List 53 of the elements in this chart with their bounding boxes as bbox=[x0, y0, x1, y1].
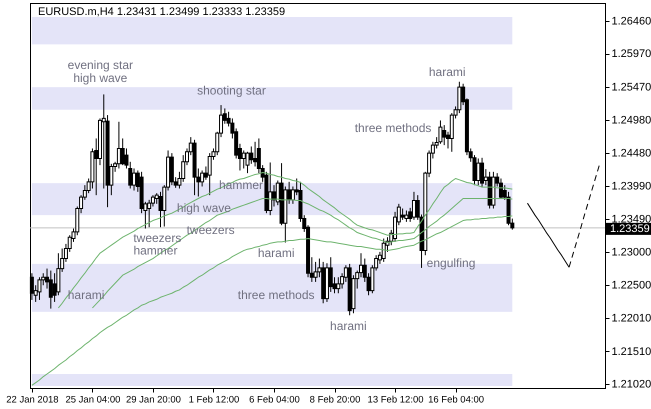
annotation: shooting star bbox=[197, 83, 266, 98]
annotation: harami bbox=[258, 246, 294, 260]
y-tick-label: 1.24980 bbox=[612, 114, 651, 126]
candlestick bbox=[272, 184, 276, 208]
x-tick-label: 6 Feb 04:00 bbox=[249, 394, 300, 406]
x-tick-label: 8 Feb 20:00 bbox=[310, 394, 360, 406]
candlestick bbox=[208, 152, 212, 196]
candlestick bbox=[382, 238, 386, 262]
x-tick-label: 29 Jan 20:00 bbox=[126, 394, 181, 406]
candlestick bbox=[438, 120, 442, 144]
y-tick-label: 1.23990 bbox=[612, 180, 651, 192]
annotation: tweezers bbox=[133, 231, 182, 245]
candlestick bbox=[404, 210, 408, 222]
candlestick bbox=[120, 138, 125, 166]
candlestick bbox=[147, 199, 152, 228]
annotation: evening star bbox=[68, 58, 134, 72]
x-tick-label: 16 Feb 04:00 bbox=[428, 394, 484, 406]
candlestick bbox=[48, 270, 53, 310]
candlestick bbox=[314, 261, 318, 282]
candlestick bbox=[242, 150, 246, 169]
candlestick bbox=[336, 276, 340, 294]
x-tick-label: 25 Jan 04:00 bbox=[65, 394, 120, 406]
y-tick-label: 1.25470 bbox=[612, 82, 651, 94]
annotation: harami bbox=[330, 319, 367, 333]
candlestick bbox=[400, 208, 405, 220]
candlestick bbox=[116, 121, 121, 169]
line-series bbox=[31, 215, 513, 386]
x-tick-label: 22 Jan 2018 bbox=[6, 394, 59, 406]
y-tick-label: 1.24480 bbox=[612, 148, 651, 160]
annotation: high wave bbox=[73, 71, 128, 85]
candlestick bbox=[480, 157, 484, 187]
candlestick bbox=[268, 162, 272, 216]
candlestick bbox=[442, 124, 446, 146]
annotation: engulfing bbox=[426, 256, 476, 270]
annotation: high wave bbox=[176, 201, 232, 215]
ref-line-label: 1.23359 bbox=[610, 222, 650, 235]
y-tick-label: 1.22500 bbox=[612, 280, 651, 292]
y-tick-label: 1.21020 bbox=[612, 378, 651, 390]
y-tick-label: 1.22010 bbox=[612, 312, 651, 324]
x-tick-label: 1 Feb 12:00 bbox=[188, 394, 240, 406]
annotation: three methods bbox=[238, 288, 315, 302]
annotation: three methods bbox=[354, 121, 432, 135]
candlestick bbox=[37, 276, 42, 300]
candlestick bbox=[132, 168, 136, 191]
y-tick-label: 1.21510 bbox=[612, 346, 651, 358]
y-tick-label: 1.23000 bbox=[612, 246, 651, 258]
candlestick bbox=[249, 146, 254, 164]
x-tick-label: 13 Feb 12:00 bbox=[368, 394, 424, 406]
y-tick-label: 1.26460 bbox=[612, 16, 651, 28]
chart-title: EURUSD.m,H4 1.23431 1.23499 1.23333 1.23359 bbox=[38, 6, 286, 18]
y-tick-label: 1.25970 bbox=[612, 48, 651, 60]
candlestick bbox=[253, 141, 258, 167]
annotation: harami bbox=[428, 65, 466, 79]
